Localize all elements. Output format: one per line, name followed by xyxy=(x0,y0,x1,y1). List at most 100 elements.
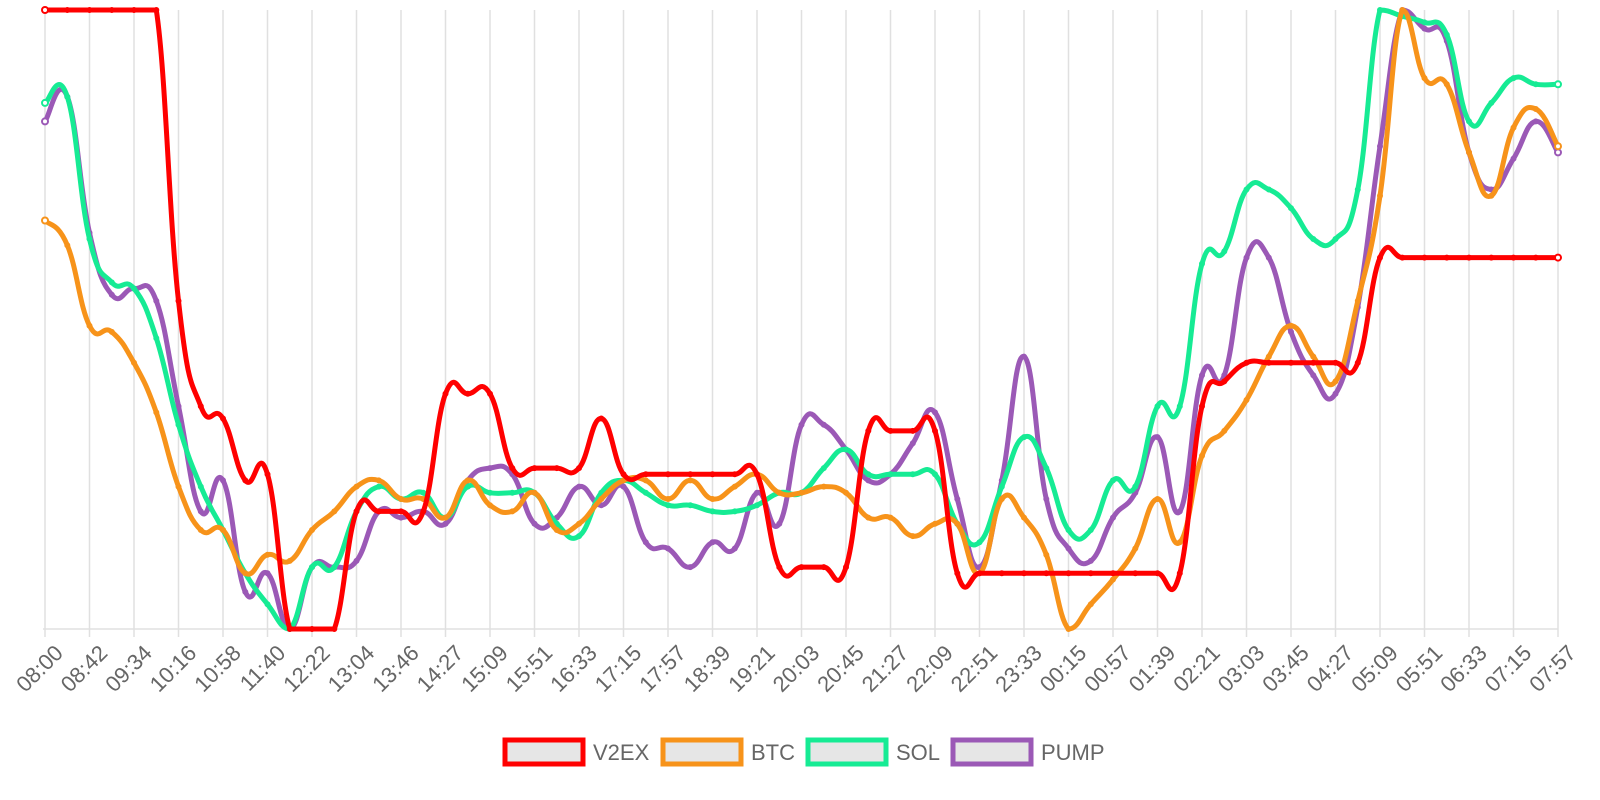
data-point-btc[interactable] xyxy=(1554,142,1562,151)
data-point-btc[interactable] xyxy=(131,359,137,366)
data-point-btc[interactable] xyxy=(1377,192,1383,199)
data-point-btc[interactable] xyxy=(108,328,115,335)
data-point-btc[interactable] xyxy=(1532,106,1539,112)
data-point-v2ex[interactable] xyxy=(1466,254,1472,261)
data-point-v2ex[interactable] xyxy=(375,508,382,515)
data-point-sol[interactable] xyxy=(1065,527,1072,533)
data-point-btc[interactable] xyxy=(1332,378,1339,385)
data-point-sol[interactable] xyxy=(197,483,204,490)
data-point-v2ex[interactable] xyxy=(1399,254,1406,261)
data-point-sol[interactable] xyxy=(108,279,115,286)
data-point-sol[interactable] xyxy=(1421,19,1428,26)
data-point-v2ex[interactable] xyxy=(398,508,404,515)
data-point-v2ex[interactable] xyxy=(865,427,872,434)
data-point-sol[interactable] xyxy=(709,508,716,515)
data-point-sol[interactable] xyxy=(131,285,137,292)
data-point-pump[interactable] xyxy=(798,421,805,428)
data-point-pump[interactable] xyxy=(1065,545,1072,552)
data-point-v2ex[interactable] xyxy=(620,471,627,478)
data-point-v2ex[interactable] xyxy=(820,564,827,571)
data-point-btc[interactable] xyxy=(264,551,271,558)
data-point-v2ex[interactable] xyxy=(754,471,760,478)
data-point-btc[interactable] xyxy=(531,489,538,496)
data-point-v2ex[interactable] xyxy=(598,415,605,422)
data-point-sol[interactable] xyxy=(1554,80,1562,89)
data-point-sol[interactable] xyxy=(1132,483,1139,490)
data-point-pump[interactable] xyxy=(1243,254,1250,261)
data-point-v2ex[interactable] xyxy=(665,471,671,478)
data-point-v2ex[interactable] xyxy=(86,7,93,13)
data-point-v2ex[interactable] xyxy=(1288,359,1294,366)
data-point-pump[interactable] xyxy=(153,297,160,304)
data-point-pump[interactable] xyxy=(264,570,271,577)
data-point-sol[interactable] xyxy=(865,471,872,478)
data-point-pump[interactable] xyxy=(1288,328,1294,335)
data-point-sol[interactable] xyxy=(1221,248,1228,255)
data-point-v2ex[interactable] xyxy=(175,297,182,304)
data-point-v2ex[interactable] xyxy=(1110,570,1116,577)
data-point-sol[interactable] xyxy=(86,236,93,242)
data-point-sol[interactable] xyxy=(665,502,671,509)
data-point-btc[interactable] xyxy=(509,508,516,515)
data-point-btc[interactable] xyxy=(1199,452,1205,459)
data-point-v2ex[interactable] xyxy=(464,390,471,397)
data-point-v2ex[interactable] xyxy=(954,570,961,577)
data-point-sol[interactable] xyxy=(175,421,182,428)
data-point-v2ex[interactable] xyxy=(1510,254,1517,261)
data-point-btc[interactable] xyxy=(1399,7,1406,13)
data-point-sol[interactable] xyxy=(1199,260,1205,267)
data-point-pump[interactable] xyxy=(1087,557,1094,564)
data-point-sol[interactable] xyxy=(1488,99,1495,106)
data-point-v2ex[interactable] xyxy=(798,564,805,571)
data-point-btc[interactable] xyxy=(1310,353,1317,360)
data-point-pump[interactable] xyxy=(398,514,404,521)
data-point-pump[interactable] xyxy=(41,117,49,126)
data-point-pump[interactable] xyxy=(1199,372,1205,379)
data-point-btc[interactable] xyxy=(731,483,738,490)
data-point-pump[interactable] xyxy=(1265,254,1272,261)
data-point-v2ex[interactable] xyxy=(887,427,894,434)
data-point-v2ex[interactable] xyxy=(1310,359,1317,366)
data-point-btc[interactable] xyxy=(242,570,249,577)
data-point-sol[interactable] xyxy=(642,489,649,496)
data-point-sol[interactable] xyxy=(976,539,983,546)
data-point-sol[interactable] xyxy=(1154,403,1161,410)
data-point-pump[interactable] xyxy=(687,564,694,571)
data-point-v2ex[interactable] xyxy=(1532,254,1539,261)
data-point-v2ex[interactable] xyxy=(1243,359,1250,366)
data-point-v2ex[interactable] xyxy=(220,415,226,422)
legend-item-pump[interactable]: PUMP xyxy=(950,737,1105,767)
data-point-btc[interactable] xyxy=(1421,75,1428,82)
data-point-btc[interactable] xyxy=(865,514,872,521)
data-point-pump[interactable] xyxy=(932,409,938,416)
data-point-pump[interactable] xyxy=(531,520,538,527)
data-point-pump[interactable] xyxy=(442,520,449,527)
data-point-v2ex[interactable] xyxy=(932,427,938,434)
data-point-pump[interactable] xyxy=(1377,143,1383,150)
data-point-pump[interactable] xyxy=(220,477,226,484)
data-point-btc[interactable] xyxy=(1043,551,1050,558)
data-point-pump[interactable] xyxy=(1176,508,1183,515)
data-point-pump[interactable] xyxy=(642,539,649,546)
data-point-pump[interactable] xyxy=(1421,25,1428,32)
data-point-btc[interactable] xyxy=(1265,353,1272,360)
data-point-pump[interactable] xyxy=(909,440,916,447)
data-point-v2ex[interactable] xyxy=(843,564,849,571)
data-point-pump[interactable] xyxy=(620,483,627,490)
data-point-v2ex[interactable] xyxy=(1265,359,1272,366)
data-point-v2ex[interactable] xyxy=(1176,570,1183,577)
data-point-pump[interactable] xyxy=(954,496,961,502)
data-point-btc[interactable] xyxy=(998,496,1005,502)
data-point-sol[interactable] xyxy=(1443,31,1450,38)
data-point-sol[interactable] xyxy=(1377,7,1383,13)
data-point-v2ex[interactable] xyxy=(1488,254,1495,261)
data-point-btc[interactable] xyxy=(464,477,471,484)
data-point-pump[interactable] xyxy=(1154,434,1161,441)
data-point-pump[interactable] xyxy=(576,483,582,490)
data-point-btc[interactable] xyxy=(598,496,605,502)
data-point-pump[interactable] xyxy=(865,477,872,484)
data-point-sol[interactable] xyxy=(887,471,894,478)
data-point-btc[interactable] xyxy=(353,483,360,490)
data-point-sol[interactable] xyxy=(264,601,271,608)
data-point-sol[interactable] xyxy=(576,533,582,540)
